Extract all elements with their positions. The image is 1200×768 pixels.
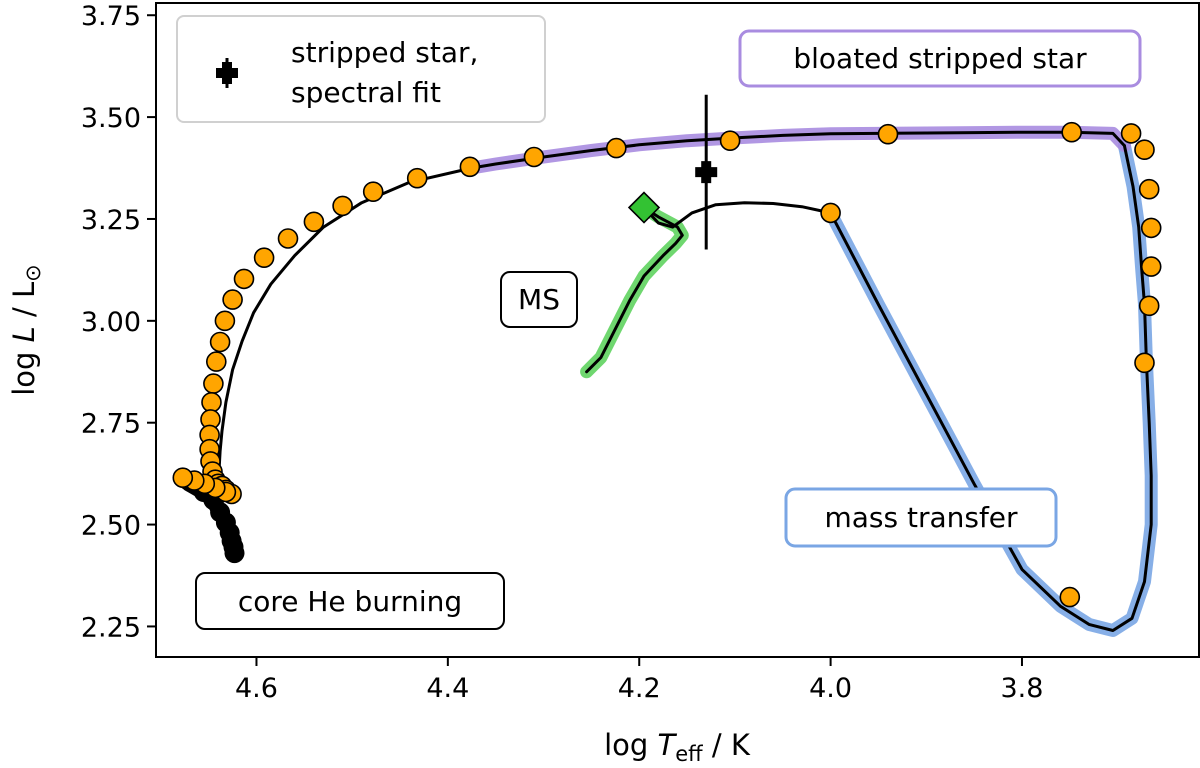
orange-marker xyxy=(206,351,227,372)
y-tick-label: 3.25 xyxy=(81,205,141,236)
legend: stripped star, spectral fit xyxy=(176,15,546,123)
y-tick-label: 3.75 xyxy=(81,1,141,32)
band-mass-transfer xyxy=(824,139,1158,637)
x-tick-label: 4.6 xyxy=(235,673,278,704)
orange-marker xyxy=(1140,256,1162,277)
track-mass-transfer xyxy=(829,144,1153,632)
annotation-core-he: core He burning xyxy=(195,572,505,630)
track-hook xyxy=(642,201,833,229)
legend-label-line2: spectral fit xyxy=(291,76,441,109)
y-tick-label: 2.25 xyxy=(81,612,141,643)
orange-marker xyxy=(1134,139,1155,160)
annotation-mass-transfer-box xyxy=(784,487,1058,548)
orange-marker xyxy=(201,391,222,413)
orange-marker xyxy=(222,289,243,310)
orange-marker xyxy=(605,137,627,159)
track-highlight-bands xyxy=(465,125,1158,637)
annotation-bloated-box xyxy=(738,29,1142,88)
x-tick-label: 3.8 xyxy=(1001,673,1044,704)
annotation-mass-transfer: mass transfer xyxy=(784,487,1058,548)
annotation-bloated: bloated stripped star xyxy=(738,29,1142,88)
orange-marker xyxy=(1138,295,1160,317)
y-tick-label: 2.75 xyxy=(81,409,141,440)
orange-marker xyxy=(253,247,275,269)
ms-start-diamond xyxy=(627,191,661,224)
orange-marker xyxy=(332,195,353,217)
axis-ticks: 4.6 4.4 4.2 4.0 3.8 2.25 2.50 2.75 3.00 3.25 3.50 3… xyxy=(81,1,1044,704)
y-tick-label: 3.50 xyxy=(81,103,141,134)
orange-marker xyxy=(303,211,325,233)
orange-marker xyxy=(1134,352,1155,374)
orange-marker xyxy=(1059,586,1081,608)
orange-marker xyxy=(172,467,194,489)
orange-marker xyxy=(233,268,255,290)
annotation-ms-box xyxy=(500,271,578,328)
orange-marker xyxy=(719,130,741,151)
core-he-band xyxy=(225,539,243,562)
legend-box xyxy=(176,15,546,123)
orange-marker xyxy=(362,181,384,202)
track-contraction xyxy=(216,166,474,494)
orange-marker xyxy=(406,167,428,189)
x-tick-label: 4.0 xyxy=(809,673,852,704)
orange-marker xyxy=(1140,217,1162,239)
orange-marker xyxy=(877,123,899,145)
y-axis-label: log L / L⊙ xyxy=(7,264,45,396)
legend-marker-icon xyxy=(216,58,238,88)
annotation-core-he-text: core He burning xyxy=(238,585,462,618)
evolutionary-track xyxy=(174,130,1153,632)
annotation-bloated-text: bloated stripped star xyxy=(793,42,1087,75)
orange-marker xyxy=(1061,121,1082,143)
orange-marker xyxy=(1138,178,1160,200)
orange-marker xyxy=(214,310,236,332)
plot-frame xyxy=(155,2,1200,658)
annotation-ms: MS xyxy=(500,271,578,328)
orange-marker xyxy=(459,156,481,178)
spectral-fit-marker xyxy=(695,161,718,184)
x-tick-label: 4.4 xyxy=(426,673,469,704)
y-tick-label: 3.00 xyxy=(81,307,141,338)
orange-marker xyxy=(1120,123,1142,144)
x-axis-label: log Teff / K xyxy=(604,728,751,766)
special-points xyxy=(627,94,718,250)
annotation-core-he-box xyxy=(195,572,505,630)
time-step-markers xyxy=(172,121,1162,608)
orange-marker xyxy=(523,146,545,168)
x-tick-label: 4.2 xyxy=(618,673,661,704)
annotation-ms-text: MS xyxy=(518,283,560,316)
band-bloated-stripped xyxy=(465,125,1131,175)
annotation-mass-transfer-text: mass transfer xyxy=(824,501,1018,534)
y-tick-label: 2.50 xyxy=(81,511,141,542)
legend-label-line1: stripped star, xyxy=(291,36,478,69)
orange-marker xyxy=(820,202,841,224)
track-main-sequence xyxy=(585,206,684,374)
orange-marker xyxy=(209,331,231,353)
orange-marker xyxy=(203,373,224,394)
track-bloated-stripped xyxy=(470,130,1126,170)
orange-marker xyxy=(277,228,299,249)
legend-plus xyxy=(216,62,238,84)
